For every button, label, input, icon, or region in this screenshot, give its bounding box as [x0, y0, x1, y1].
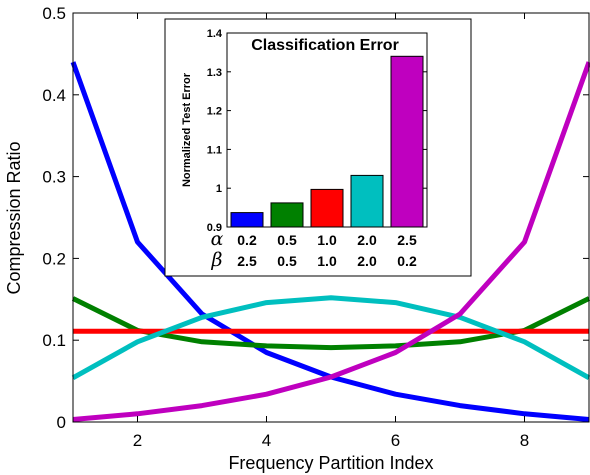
series-line-5 — [72, 61, 590, 422]
beta-label: β — [211, 249, 223, 271]
y-axis-title: Compression Ratio — [4, 141, 24, 294]
inset-y-tick-label: 1 — [216, 183, 222, 195]
inset-bar-3 — [310, 188, 344, 228]
inset-title: Classification Error — [251, 37, 399, 54]
inset-y-tick-label: 1.3 — [207, 67, 222, 79]
x-tick-label: 8 — [520, 431, 529, 450]
beta-value: 1.0 — [317, 253, 337, 269]
inset-y-tick-label: 1.1 — [207, 144, 222, 156]
inset-y-tick-label: 1.2 — [207, 106, 222, 118]
x-tick-label: 4 — [262, 431, 271, 450]
main-plot-frame — [72, 12, 590, 423]
y-tick-label: 0.3 — [42, 168, 66, 187]
inset-bar-5 — [390, 55, 424, 228]
inset-bar-1 — [230, 212, 264, 228]
series-line-4 — [71, 295, 590, 380]
inset-bar-2 — [270, 202, 304, 228]
beta-value: 0.2 — [397, 253, 417, 269]
y-tick-label: 0.2 — [42, 249, 66, 268]
y-tick-label: 0.4 — [42, 86, 66, 105]
y-tick-label: 0.1 — [42, 331, 66, 350]
inset-y-axis-title: Normalized Test Error — [181, 72, 193, 187]
inset-y-tick-label: 0.9 — [207, 222, 222, 234]
alpha-label: α — [211, 228, 224, 250]
x-axis-title: Frequency Partition Index — [228, 453, 433, 473]
beta-value: 2.0 — [357, 253, 377, 269]
y-tick-label: 0.5 — [42, 4, 66, 23]
alpha-value: 2.5 — [397, 232, 417, 248]
alpha-value: 0.5 — [277, 232, 297, 248]
alpha-value: 1.0 — [317, 232, 337, 248]
x-tick-label: 6 — [391, 431, 400, 450]
alpha-value: 0.2 — [237, 232, 257, 248]
y-tick-label: 0 — [57, 413, 66, 432]
beta-value: 2.5 — [237, 253, 257, 269]
x-tick-label: 2 — [133, 431, 142, 450]
alpha-value: 2.0 — [357, 232, 377, 248]
inset-bar-4 — [350, 174, 384, 228]
beta-value: 0.5 — [277, 253, 297, 269]
inset-y-tick-label: 1.4 — [207, 28, 223, 40]
